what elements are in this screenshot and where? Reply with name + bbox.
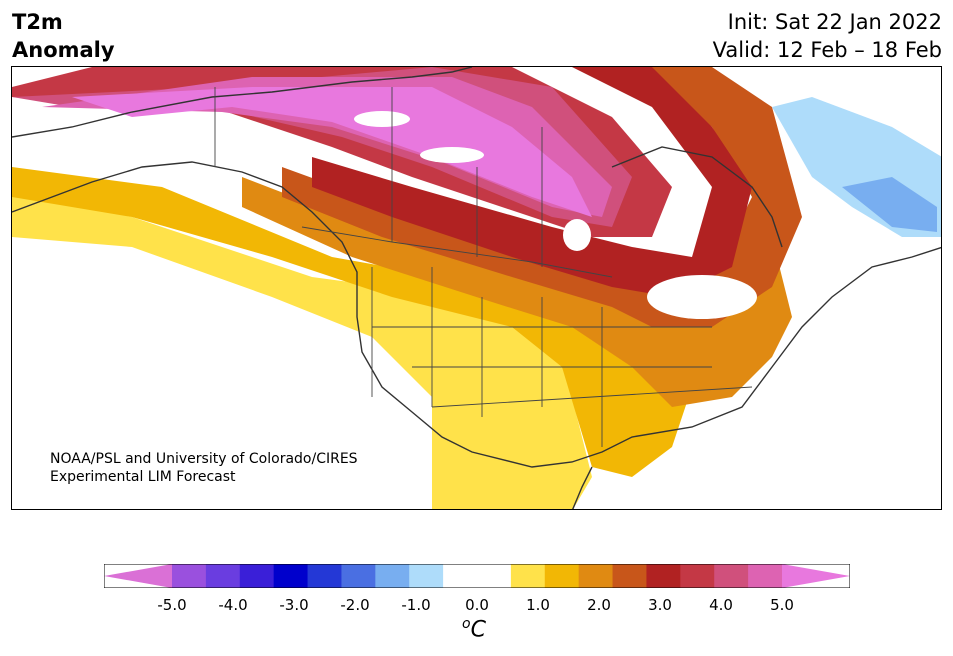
lake: [354, 111, 410, 127]
great-lakes: [647, 275, 757, 319]
colorbar-tick-label: 2.0: [587, 596, 611, 614]
colorbar-cell: [544, 564, 580, 588]
title-line-2: Anomaly: [12, 38, 115, 62]
title-line-1: T2m: [12, 10, 63, 34]
coastlines: [12, 67, 941, 509]
colorbar-tick-label: 3.0: [648, 596, 672, 614]
anomaly-band-5: [312, 67, 752, 297]
chart-title: T2m Anomaly: [12, 8, 115, 64]
colorbar-tick-label: -1.0: [401, 596, 431, 614]
colorbar: [104, 564, 850, 588]
colorbar-tick-label: 0.0: [465, 596, 489, 614]
political-borders: [214, 87, 753, 447]
unit-degree: o: [462, 616, 471, 632]
colorbar-cell: [714, 564, 749, 588]
anomaly-band-9: [72, 87, 592, 217]
colorbar-tick-label: -3.0: [279, 596, 309, 614]
unit-letter: C: [470, 617, 486, 643]
anomaly-map: NOAA/PSL and University of Colorado/CIRE…: [11, 66, 942, 510]
colorbar-cell: [578, 564, 614, 588]
lake: [563, 219, 591, 251]
valid-date: Valid: 12 Feb – 18 Feb: [712, 38, 942, 62]
colorbar-cell: [443, 564, 478, 588]
colorbar-cell: [409, 564, 444, 588]
colorbar-cell: [510, 564, 546, 588]
colorbar-extend-high: [782, 564, 850, 588]
colorbar-cell: [477, 564, 512, 588]
colorbar-cell: [172, 564, 207, 588]
colorbar-cell: [375, 564, 410, 588]
unit-label: oC: [462, 616, 486, 642]
date-info: Init: Sat 22 Jan 2022 Valid: 12 Feb – 18…: [713, 8, 942, 64]
colorbar-cell: [680, 564, 715, 588]
cold-anomaly-core: [842, 177, 937, 232]
colorbar-cell: [646, 564, 681, 588]
credit-line-1: NOAA/PSL and University of Colorado/CIRE…: [50, 451, 358, 467]
colorbar-tick-label: -4.0: [218, 596, 248, 614]
colorbar-cell: [307, 564, 342, 588]
colorbar-cell: [341, 564, 376, 588]
colorbar-tick-label: 1.0: [526, 596, 550, 614]
colorbar-ticks: -5.0 -4.0 -3.0 -2.0 -1.0 0.0 1.0 2.0 3.0 4.0 5.0: [0, 596, 953, 616]
colorbar-tick-label: -5.0: [157, 596, 187, 614]
colorbar-extend-low: [104, 564, 172, 588]
credit-text: NOAA/PSL and University of Colorado/CIRE…: [50, 450, 358, 486]
map-canvas: [12, 67, 941, 509]
colorbar-cell: [748, 564, 783, 588]
colorbar-cell: [273, 564, 309, 588]
lake: [420, 147, 484, 163]
init-date: Init: Sat 22 Jan 2022: [727, 10, 942, 34]
colorbar-tick-label: 5.0: [770, 596, 794, 614]
credit-line-2: Experimental LIM Forecast: [50, 469, 236, 485]
colorbar-tick-label: -2.0: [340, 596, 370, 614]
colorbar-cell: [239, 564, 275, 588]
colorbar-tick-label: 4.0: [709, 596, 733, 614]
colorbar-cell: [612, 564, 647, 588]
anomaly-band-1: [12, 187, 592, 509]
colorbar-cell: [205, 564, 241, 588]
